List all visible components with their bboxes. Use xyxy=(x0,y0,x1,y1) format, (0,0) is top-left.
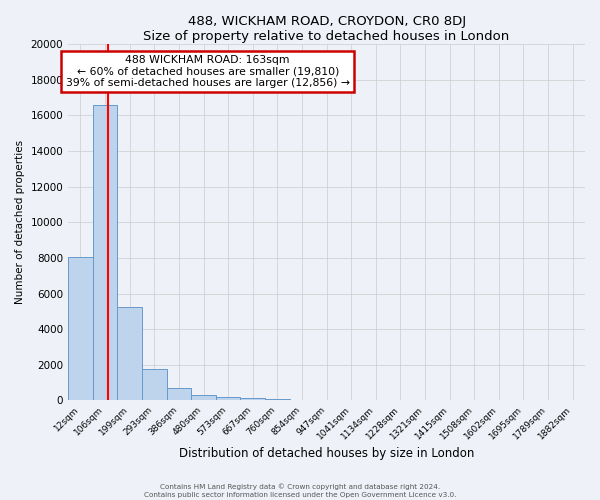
Bar xyxy=(216,397,241,400)
Bar xyxy=(118,307,142,400)
X-axis label: Distribution of detached houses by size in London: Distribution of detached houses by size … xyxy=(179,447,474,460)
Bar xyxy=(265,398,290,400)
Text: Contains HM Land Registry data © Crown copyright and database right 2024.: Contains HM Land Registry data © Crown c… xyxy=(160,484,440,490)
Text: 488 WICKHAM ROAD: 163sqm
← 60% of detached houses are smaller (19,810)
39% of se: 488 WICKHAM ROAD: 163sqm ← 60% of detach… xyxy=(66,55,350,88)
Title: 488, WICKHAM ROAD, CROYDON, CR0 8DJ
Size of property relative to detached houses: 488, WICKHAM ROAD, CROYDON, CR0 8DJ Size… xyxy=(143,15,510,43)
Bar xyxy=(142,370,167,400)
Bar xyxy=(93,104,118,401)
Text: Contains public sector information licensed under the Open Government Licence v3: Contains public sector information licen… xyxy=(144,492,456,498)
Bar xyxy=(191,395,216,400)
Bar xyxy=(241,398,265,400)
Bar xyxy=(68,257,93,400)
Y-axis label: Number of detached properties: Number of detached properties xyxy=(15,140,25,304)
Bar xyxy=(167,388,191,400)
